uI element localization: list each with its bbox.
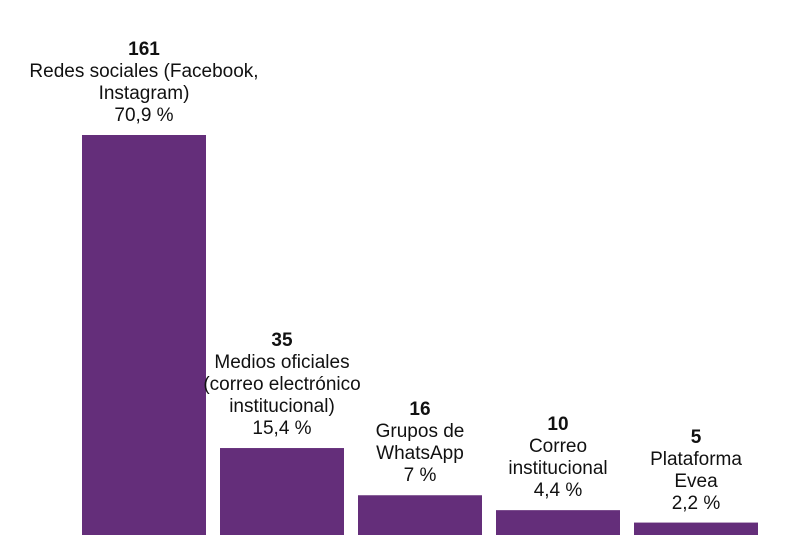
category-label-1-2: institucional) xyxy=(229,396,335,418)
value-label-4: 5 xyxy=(690,426,702,448)
bar-label-3: 10 Correo institucional 4,4 % xyxy=(508,414,607,502)
bar-3 xyxy=(496,510,620,535)
percent-label-2: 7 % xyxy=(403,465,437,487)
value-label-2: 16 xyxy=(409,399,431,421)
value-label-0: 161 xyxy=(128,39,160,60)
bar-label-2: 16 Grupos de WhatsApp 7 % xyxy=(376,399,465,487)
percent-label-3: 4,4 % xyxy=(533,480,583,502)
category-label-1-0: Medios oficiales xyxy=(214,352,350,374)
value-label-1: 35 xyxy=(271,330,293,352)
category-label-1-1: (correo electrónico xyxy=(203,374,361,396)
category-label-0-0: Redes sociales (Facebook, xyxy=(29,61,259,82)
percent-label-1: 15,4 % xyxy=(252,418,312,440)
bar-4 xyxy=(634,522,758,535)
bar-label-4: 5 Plataforma Evea 2,2 % xyxy=(650,427,742,515)
category-label-4-0: Plataforma xyxy=(650,448,742,470)
category-label-3-1: institucional xyxy=(508,458,608,480)
percent-label-0: 70,9 % xyxy=(114,105,174,126)
bar-2 xyxy=(358,495,482,535)
bar-label-0: 161 Redes sociales (Facebook, Instagram) 70… xyxy=(29,39,258,127)
category-label-4-1: Evea xyxy=(674,470,718,492)
category-label-2-1: WhatsApp xyxy=(376,443,464,465)
bar-label-1: 35 Medios oficiales (correo electrónico ins… xyxy=(203,330,360,440)
value-label-3: 10 xyxy=(547,414,569,436)
bar-1 xyxy=(220,448,344,535)
category-label-3-0: Correo xyxy=(528,436,588,458)
percent-label-4: 2,2 % xyxy=(671,492,721,514)
category-label-2-0: Grupos de xyxy=(375,421,465,443)
bar-0 xyxy=(82,135,206,535)
category-label-0-1: Instagram) xyxy=(98,83,190,104)
